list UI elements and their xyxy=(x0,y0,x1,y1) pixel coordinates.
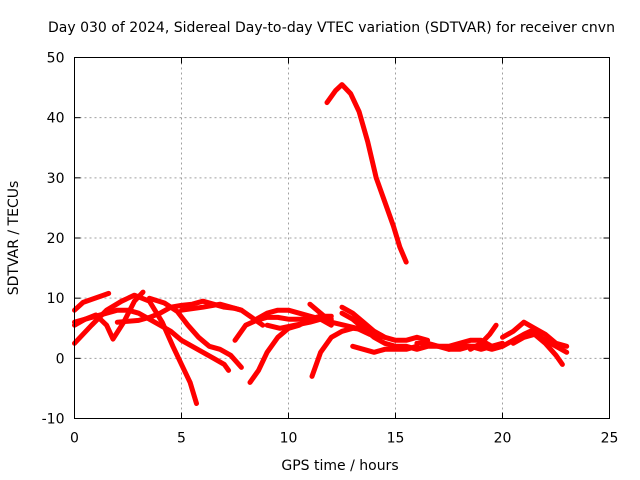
y-tick-label: 0 xyxy=(56,351,65,367)
x-tick-label: 0 xyxy=(70,431,79,447)
x-axis-label: GPS time / hours xyxy=(281,458,398,474)
axis-ticks: 0 5 10 15 20 25 -10 0 10 20 30 40 50 xyxy=(42,51,619,447)
x-tick-label: 25 xyxy=(601,431,619,447)
y-tick-label: 40 xyxy=(47,111,65,127)
series-line-track-3 xyxy=(72,307,232,373)
series-line-track-14 xyxy=(324,82,409,265)
series-line-track-20 xyxy=(467,322,499,352)
y-tick-label: 10 xyxy=(47,291,65,307)
series-line-track-22 xyxy=(510,331,565,367)
y-tick-label: 50 xyxy=(47,51,65,67)
x-tick-label: 5 xyxy=(177,431,186,447)
series-line-track-4 xyxy=(72,289,146,342)
x-tick-label: 15 xyxy=(387,431,405,447)
series-line-track-17 xyxy=(350,343,420,355)
y-tick-label: 30 xyxy=(47,171,65,187)
y-tick-label: 20 xyxy=(47,231,65,247)
series-line-track-7 xyxy=(179,301,266,328)
series-line-track-1 xyxy=(72,290,112,313)
x-tick-label: 10 xyxy=(280,431,298,447)
series-line-track-21 xyxy=(500,319,570,349)
series-line-track-6 xyxy=(146,295,244,370)
grid xyxy=(74,57,610,419)
y-tick-label: -10 xyxy=(42,412,65,428)
y-axis-label: SDTVAR / TECUs xyxy=(6,181,22,296)
series-line-track-8 xyxy=(232,314,313,343)
series-group xyxy=(72,82,570,406)
chart-title: Day 030 of 2024, Sidereal Day-to-day VTE… xyxy=(48,20,615,36)
series-line-track-11 xyxy=(264,316,334,331)
series-line-track-16 xyxy=(339,304,431,343)
series-line-track-18 xyxy=(414,337,495,349)
x-tick-label: 20 xyxy=(494,431,512,447)
